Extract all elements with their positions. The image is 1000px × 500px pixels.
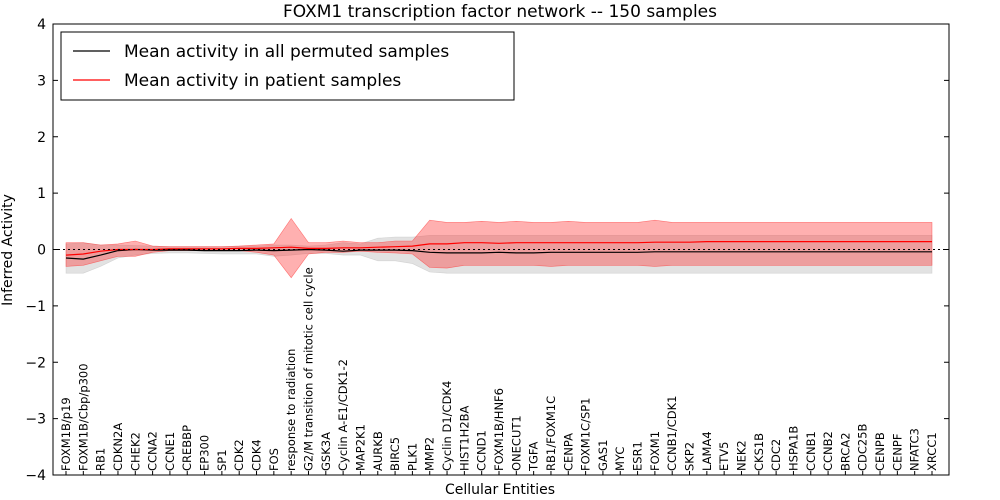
x-category-label: LAMA4 xyxy=(700,431,714,471)
x-category-label: BIRC5 xyxy=(388,437,402,471)
y-axis-ticks: −4 −3 −2 −1 0 1 2 3 4 xyxy=(25,17,949,484)
series-lines xyxy=(65,241,932,260)
x-category-label: CDC25B xyxy=(856,423,870,471)
x-category-label: NEK2 xyxy=(735,440,749,471)
legend-box xyxy=(60,31,515,101)
y-tick-label: 2 xyxy=(37,130,46,146)
x-category-label: RB1/FOXM1C xyxy=(544,396,558,471)
y-tick-label: −4 xyxy=(25,468,46,484)
x-category-label: CCNE1 xyxy=(163,432,177,471)
legend-label-patient: Mean activity in patient samples xyxy=(124,71,401,91)
y-tick-label: −2 xyxy=(25,355,46,371)
x-category-label: ESR1 xyxy=(631,441,645,471)
x-category-label: CENPA xyxy=(561,433,575,471)
x-category-label: HSPA1B xyxy=(786,426,800,471)
x-category-label: HIST1H2BA xyxy=(457,405,471,471)
x-category-label: FOS xyxy=(267,448,281,471)
x-category-label: TGFA xyxy=(527,442,541,472)
x-axis-category-labels: FOXM1B/p19 FOXM1B/Cbp/p300 RB1 CDKN2A CHEK2 C… xyxy=(59,267,939,475)
series-line-patient xyxy=(65,241,932,256)
x-category-label: CKS1B xyxy=(752,433,766,471)
x-category-label: ETV5 xyxy=(717,442,731,471)
x-category-label: response to radiation xyxy=(284,349,298,471)
x-category-label: RB1 xyxy=(94,448,108,471)
band-patient xyxy=(65,217,933,279)
x-category-label: CCNB2 xyxy=(821,431,835,471)
x-category-label: MYC xyxy=(613,447,627,471)
x-category-label: G2/M transition of mitotic cell cycle xyxy=(302,267,316,471)
x-category-label: CENPF xyxy=(890,434,904,471)
x-category-label: CCNB1/CDK1 xyxy=(665,396,679,472)
x-category-label: CCNB1 xyxy=(804,431,818,471)
y-tick-label: −1 xyxy=(25,299,46,315)
x-category-label: CHEK2 xyxy=(128,432,142,471)
x-category-label: CDC2 xyxy=(769,439,783,471)
x-category-label: PLK1 xyxy=(405,443,419,471)
x-category-label: GSK3A xyxy=(319,432,333,471)
x-category-label: ONECUT1 xyxy=(509,415,523,471)
x-category-label: CCND1 xyxy=(475,430,489,471)
x-category-label: BRCA2 xyxy=(838,432,852,471)
x-category-label: MMP2 xyxy=(423,437,437,471)
x-category-label: Cyclin A-E1/CDK1-2 xyxy=(336,359,350,471)
x-category-label: SP1 xyxy=(215,449,229,471)
x-category-label: MAP2K1 xyxy=(353,424,367,471)
x-category-label: CDKN2A xyxy=(111,423,125,471)
x-category-label: CCNA2 xyxy=(146,431,160,471)
x-category-label: FOXM1B/p19 xyxy=(59,397,73,471)
x-category-label: FOXM1B/Cbp/p300 xyxy=(76,363,90,471)
y-tick-label: 0 xyxy=(37,243,46,259)
y-tick-label: 3 xyxy=(37,73,46,89)
confidence-bands xyxy=(65,217,933,279)
x-category-label: CREBBP xyxy=(180,425,194,471)
x-category-label: NFATC3 xyxy=(908,428,922,471)
x-category-label: FOXM1C/SP1 xyxy=(579,397,593,471)
y-tick-label: −3 xyxy=(25,412,46,428)
band-permuted xyxy=(65,235,933,274)
legend: Mean activity in all permuted samples Me… xyxy=(60,31,515,101)
y-tick-label: 1 xyxy=(37,186,46,202)
x-category-label: GAS1 xyxy=(596,440,610,471)
x-category-label: FOXM1B/HNF6 xyxy=(492,388,506,471)
x-category-label: CENPB xyxy=(873,432,887,471)
x-category-label: AURKB xyxy=(371,431,385,471)
x-category-label: CDK2 xyxy=(232,439,246,471)
x-category-label: Cyclin D1/CDK4 xyxy=(440,381,454,471)
x-category-label: CDK4 xyxy=(250,439,264,471)
x-category-label: XRCC1 xyxy=(925,432,939,471)
x-category-label: SKP2 xyxy=(683,442,697,471)
y-axis-label: Inferred Activity xyxy=(0,194,16,306)
chart-title: FOXM1 transcription factor network -- 15… xyxy=(283,2,717,22)
x-category-label: FOXM1 xyxy=(648,431,662,471)
series-line-permuted xyxy=(65,248,932,260)
x-axis-label: Cellular Entities xyxy=(445,482,555,498)
legend-label-permuted: Mean activity in all permuted samples xyxy=(124,42,449,62)
y-tick-label: 4 xyxy=(37,17,46,33)
x-category-label: EP300 xyxy=(198,435,212,471)
